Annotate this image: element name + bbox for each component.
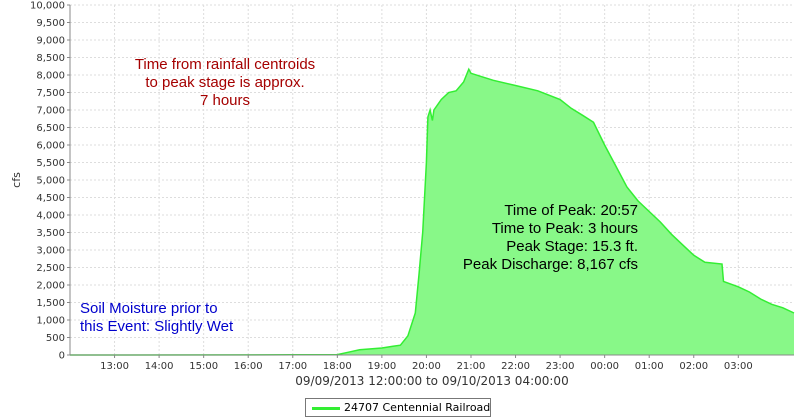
x-tick-label: 23:00	[546, 361, 575, 372]
x-tick-label: 13:00	[100, 361, 129, 372]
y-tick-label: 7,000	[36, 106, 65, 117]
y-tick-label: 8,000	[36, 71, 65, 82]
annotation-line: 7 hours	[105, 92, 345, 110]
x-tick-label: 14:00	[145, 361, 174, 372]
y-tick-label: 7,500	[36, 88, 65, 99]
x-axis-label: 09/09/2013 12:00:00 to 09/10/2013 04:00:…	[295, 374, 568, 388]
y-tick-label: 500	[46, 333, 65, 344]
y-tick-label: 5,500	[36, 158, 65, 169]
y-tick-label: 1,000	[36, 316, 65, 327]
x-tick-label: 22:00	[501, 361, 530, 372]
x-tick-label: 20:00	[412, 361, 441, 372]
y-tick-label: 2,000	[36, 281, 65, 292]
y-axis-label: cfs	[10, 172, 23, 188]
legend-swatch	[312, 407, 340, 410]
x-tick-label: 17:00	[278, 361, 307, 372]
x-tick-label: 18:00	[323, 361, 352, 372]
x-tick-label: 01:00	[635, 361, 664, 372]
annotation-line: Soil Moisture prior to	[80, 300, 233, 318]
y-tick-label: 3,000	[36, 246, 65, 257]
y-tick-label: 4,500	[36, 193, 65, 204]
annotation-line: to peak stage is approx.	[105, 74, 345, 92]
y-tick-label: 9,500	[36, 18, 65, 29]
x-tick-label: 00:00	[590, 361, 619, 372]
x-tick-label: 19:00	[367, 361, 396, 372]
annotation-line: Peak Stage: 15.3 ft.	[400, 238, 638, 256]
x-tick-label: 16:00	[234, 361, 263, 372]
soil-moisture-annotation: Soil Moisture prior to this Event: Sligh…	[80, 300, 233, 336]
y-tick-label: 4,000	[36, 211, 65, 222]
y-tick-label: 6,500	[36, 123, 65, 134]
x-tick-label: 03:00	[724, 361, 753, 372]
rainfall-annotation: Time from rainfall centroids to peak sta…	[105, 56, 345, 110]
y-tick-label: 2,500	[36, 263, 65, 274]
x-tick-label: 02:00	[679, 361, 708, 372]
legend: 24707 Centennial Railroad	[305, 398, 491, 417]
y-tick-label: 3,500	[36, 228, 65, 239]
annotation-line: this Event: Slightly Wet	[80, 318, 233, 336]
annotation-line: Time to Peak: 3 hours	[400, 220, 638, 238]
legend-label: 24707 Centennial Railroad	[344, 401, 490, 414]
annotation-line: Time from rainfall centroids	[105, 56, 345, 74]
y-tick-label: 1,500	[36, 298, 65, 309]
y-tick-label: 0	[59, 351, 65, 362]
x-tick-label: 15:00	[189, 361, 218, 372]
annotation-line: Time of Peak: 20:57	[400, 202, 638, 220]
y-tick-label: 6,000	[36, 141, 65, 152]
y-tick-label: 10,000	[30, 1, 65, 12]
y-tick-label: 9,000	[36, 36, 65, 47]
y-tick-label: 5,000	[36, 176, 65, 187]
y-tick-label: 8,500	[36, 53, 65, 64]
annotation-line: Peak Discharge: 8,167 cfs	[400, 256, 638, 274]
peak-info-annotation: Time of Peak: 20:57 Time to Peak: 3 hour…	[400, 202, 638, 274]
x-tick-label: 21:00	[457, 361, 486, 372]
